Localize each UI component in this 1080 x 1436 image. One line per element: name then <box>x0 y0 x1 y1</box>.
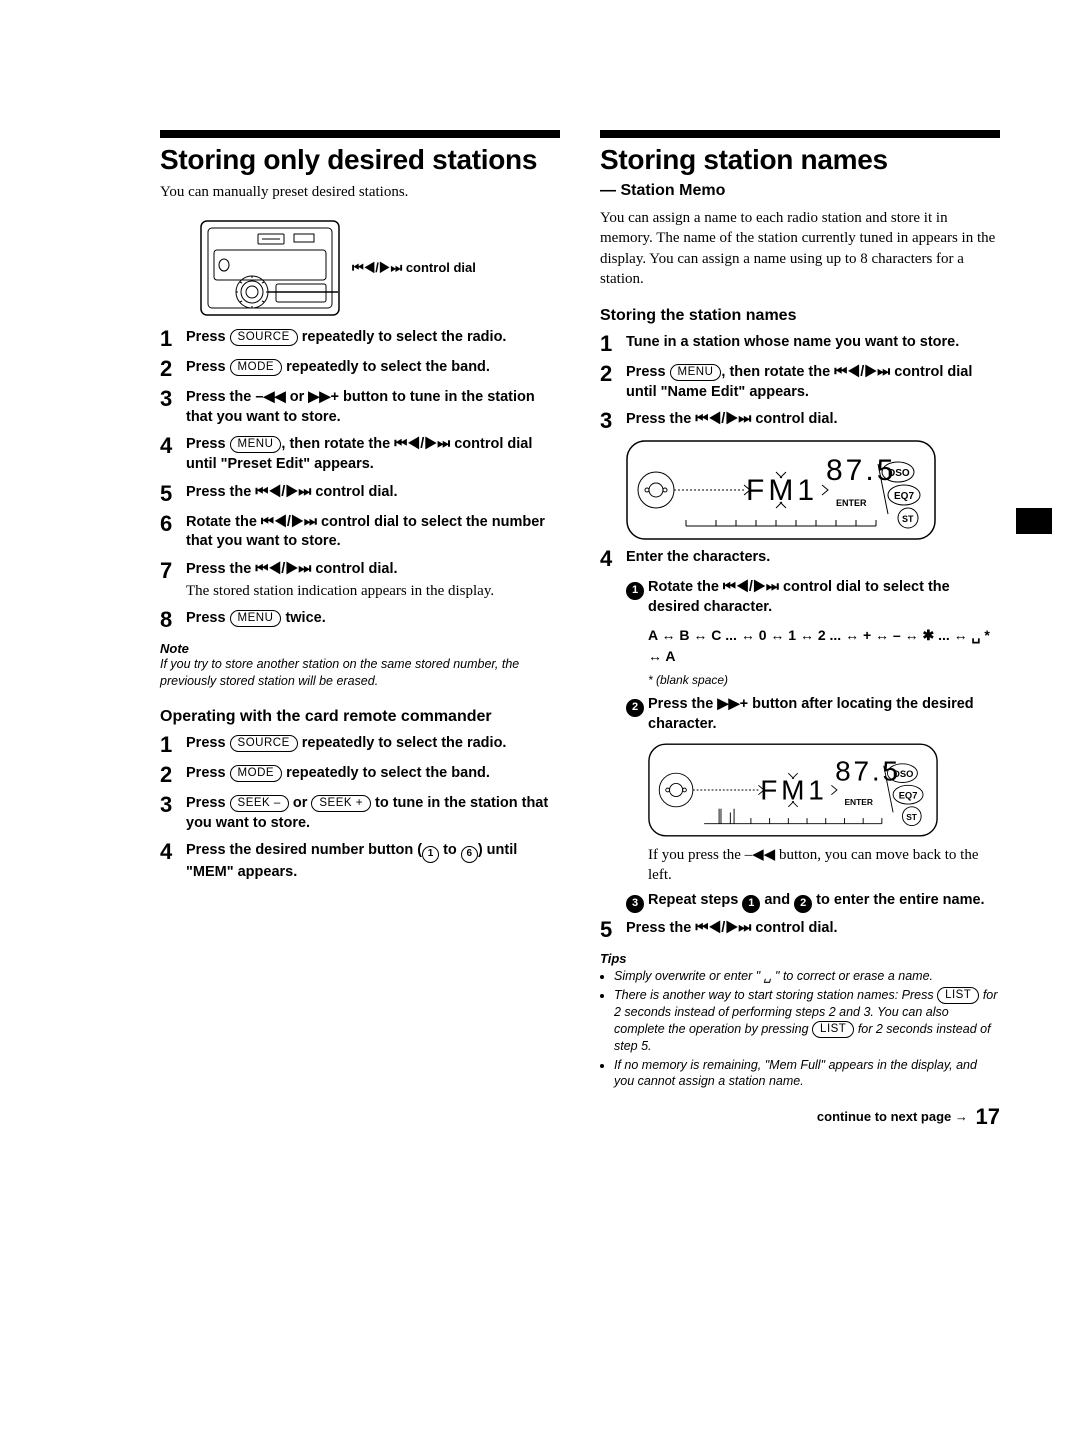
tip-item: Simply overwrite or enter " ␣ " to corre… <box>614 968 1000 985</box>
left-intro: You can manually preset desired stations… <box>160 182 560 202</box>
figure-caption: ⏮◀/▶⏭ control dial <box>352 260 476 276</box>
lcd-display-2: FM1 87.5 ENTER DSO EQ7 ST <box>648 742 1000 838</box>
step-2: 2 Press MODE repeatedly to select the ba… <box>160 358 560 380</box>
svg-text:ENTER: ENTER <box>836 498 867 508</box>
character-sequence: A ↔ B ↔ C ... ↔ 0 ↔ 1 ↔ 2 ... ↔ + ↔ – ↔ … <box>648 625 1000 667</box>
right-steps: 1 Tune in a station whose name you want … <box>600 333 1000 432</box>
step-4: 4 Press MENU, then rotate the ⏮◀/▶⏭ cont… <box>160 435 560 474</box>
left-column: Storing only desired stations You can ma… <box>160 0 560 1130</box>
svg-text:87.5: 87.5 <box>835 756 901 787</box>
heading-rule <box>600 130 1000 138</box>
menu-button: MENU <box>670 364 722 381</box>
num-6-icon: 6 <box>461 846 478 863</box>
rs-4: 4 Enter the characters. <box>600 548 1000 570</box>
tips-list: Simply overwrite or enter " ␣ " to corre… <box>600 968 1000 1090</box>
blank-space-note: * (blank space) <box>648 673 1000 687</box>
step-1: 1 Press SOURCE repeatedly to select the … <box>160 328 560 350</box>
seek-minus-button: SEEK – <box>230 795 289 812</box>
svg-text:FM1: FM1 <box>760 775 827 806</box>
menu-button: MENU <box>230 610 282 627</box>
page-number: 17 <box>976 1104 1000 1129</box>
svg-text:87.5: 87.5 <box>826 454 896 487</box>
tip-item: If no memory is remaining, "Mem Full" ap… <box>614 1057 1000 1091</box>
continue-line: continue to next page → 17 <box>600 1104 1000 1130</box>
num-1-icon: 1 <box>422 846 439 863</box>
lcd-icon: FM1 87.5 ENTER DSO EQ7 ST <box>626 440 936 540</box>
bullet-2-icon: 2 <box>794 895 812 913</box>
step-8: 8 Press MENU twice. <box>160 609 560 631</box>
rs-2: 2 Press MENU, then rotate the ⏮◀/▶⏭ cont… <box>600 363 1000 402</box>
device-figure: ⏮◀/▶⏭ control dial <box>200 220 560 316</box>
remote-steps: 1 Press SOURCE repeatedly to select the … <box>160 734 560 882</box>
remote-heading: Operating with the card remote commander <box>160 708 560 726</box>
svg-text:ST: ST <box>902 514 914 524</box>
svg-text:EQ7: EQ7 <box>899 791 918 801</box>
svg-text:EQ7: EQ7 <box>894 491 914 502</box>
step-7: 7 Press the ⏮◀/▶⏭ control dial. The stor… <box>160 560 560 602</box>
svg-text:ENTER: ENTER <box>844 797 873 807</box>
mode-button: MODE <box>230 765 283 782</box>
svg-text:DSO: DSO <box>888 468 910 479</box>
car-stereo-icon <box>200 220 340 316</box>
step-6: 6 Rotate the ⏮◀/▶⏭ control dial to selec… <box>160 513 560 552</box>
rstep-4: 4 Press the desired number button (1 to … <box>160 841 560 882</box>
bullet-3-icon: 3 <box>626 895 644 913</box>
rs-5: 5 Press the ⏮◀/▶⏭ control dial. <box>600 919 1000 941</box>
svg-text:ST: ST <box>906 812 918 822</box>
bullet-1-icon: 1 <box>626 582 644 600</box>
bullet-2-icon: 2 <box>626 699 644 717</box>
rs-3: 3 Press the ⏮◀/▶⏭ control dial. <box>600 410 1000 432</box>
bullet-1-icon: 1 <box>742 895 760 913</box>
storing-heading: Storing the station names <box>600 307 1000 325</box>
right-subtitle: — Station Memo <box>600 182 1000 200</box>
source-button: SOURCE <box>230 735 298 752</box>
menu-button: MENU <box>230 436 282 453</box>
left-title: Storing only desired stations <box>160 144 560 176</box>
right-title: Storing station names <box>600 144 1000 176</box>
rstep-1: 1 Press SOURCE repeatedly to select the … <box>160 734 560 756</box>
svg-text:DSO: DSO <box>893 769 913 779</box>
note-heading: Note <box>160 641 560 656</box>
rs-1: 1 Tune in a station whose name you want … <box>600 333 1000 355</box>
substep-3: 3 Repeat steps 1 and 2 to enter the enti… <box>626 891 1000 913</box>
lcd-icon: FM1 87.5 ENTER DSO EQ7 ST <box>648 742 938 838</box>
seek-plus-button: SEEK + <box>311 795 371 812</box>
left-steps: 1 Press SOURCE repeatedly to select the … <box>160 328 560 631</box>
step-5: 5 Press the ⏮◀/▶⏭ control dial. <box>160 483 560 505</box>
step-3: 3 Press the –◀◀ or ▶▶+ button to tune in… <box>160 388 560 427</box>
substep-2: 2 Press the ▶▶+ button after locating th… <box>626 695 1000 734</box>
lcd-display-1: FM1 87.5 ENTER DSO EQ7 ST <box>626 440 1000 540</box>
list-button: LIST <box>937 987 979 1004</box>
tips-heading: Tips <box>600 951 1000 966</box>
list-button: LIST <box>812 1021 854 1038</box>
tip-item: There is another way to start storing st… <box>614 987 1000 1055</box>
rstep-3: 3 Press SEEK – or SEEK + to tune in the … <box>160 794 560 833</box>
lcd-subtext: If you press the –◀◀ button, you can mov… <box>648 846 1000 885</box>
note-text: If you try to store another station on t… <box>160 656 560 690</box>
thumb-tab <box>1016 508 1052 534</box>
mode-button: MODE <box>230 359 283 376</box>
heading-rule <box>160 130 560 138</box>
substep-1: 1 Rotate the ⏮◀/▶⏭ control dial to selec… <box>626 578 1000 617</box>
right-column: Storing station names — Station Memo You… <box>600 0 1000 1130</box>
rstep-2: 2 Press MODE repeatedly to select the ba… <box>160 764 560 786</box>
right-intro: You can assign a name to each radio stat… <box>600 208 1000 289</box>
manual-page: Storing only desired stations You can ma… <box>0 0 1080 1170</box>
source-button: SOURCE <box>230 329 298 346</box>
